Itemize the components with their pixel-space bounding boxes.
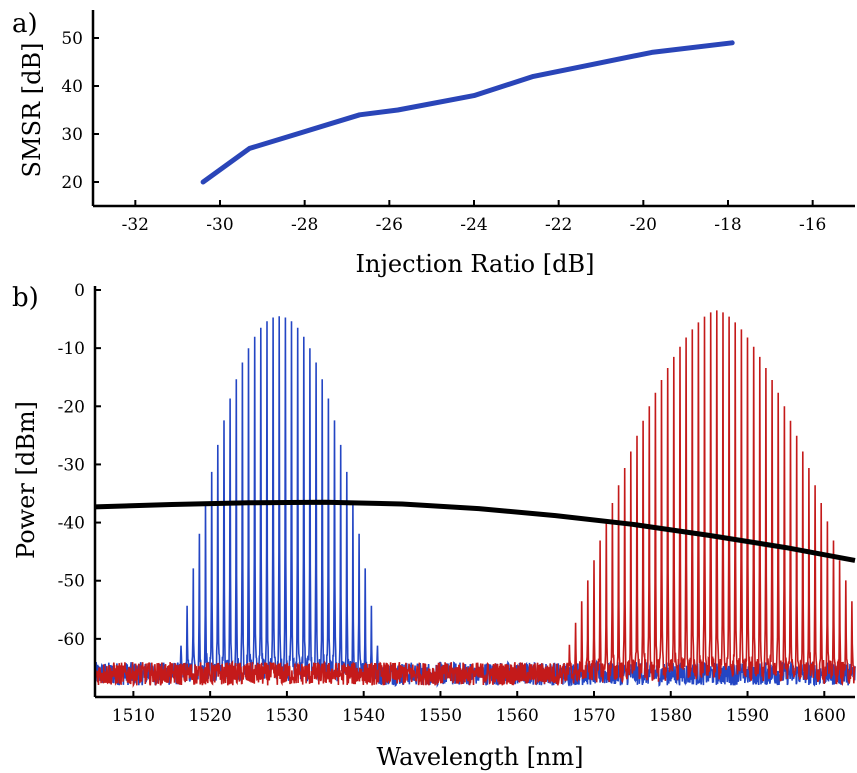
spectrum-x-tick-label: 1520 bbox=[189, 706, 232, 726]
smsr-plot-area bbox=[200, 40, 735, 185]
spectrum-y-tick-label: -10 bbox=[58, 339, 85, 359]
smsr-x-tick-label: -30 bbox=[206, 215, 233, 235]
smsr-y-tick-label: 40 bbox=[61, 77, 83, 97]
smsr-x-tick-label: -22 bbox=[545, 215, 572, 235]
spectrum-x-tick-label: 1600 bbox=[803, 706, 846, 726]
spectrum-y-tick-label: -20 bbox=[58, 397, 85, 417]
smsr-y-tick-label: 20 bbox=[61, 173, 83, 193]
smsr-x-tick-label: -18 bbox=[714, 215, 741, 235]
smsr-y-tick-label: 30 bbox=[61, 125, 83, 145]
spectrum-y-tick-label: -40 bbox=[58, 514, 85, 534]
red-comb-spectrum bbox=[94, 310, 856, 688]
smsr-x-tick-label: -32 bbox=[122, 215, 149, 235]
panel-b-label: b) bbox=[12, 283, 39, 313]
spectrum-y-tick-label: 0 bbox=[74, 281, 85, 301]
panel-a-label: a) bbox=[12, 9, 38, 39]
spectrum-x-tick-label: 1570 bbox=[572, 706, 615, 726]
chart-spectrum: 1510 1520 1530 1540 1550 1560 1570 1580 1590 1600… bbox=[12, 281, 856, 771]
spectrum-x-axis-title: Wavelength [nm] bbox=[376, 743, 583, 771]
smsr-axes: -32 -30 -28 -26 -24 -22 -20 -18 -16 20 30 40 50 bbox=[61, 10, 855, 235]
spectrum-y-axis-title: Power [dBm] bbox=[12, 401, 40, 559]
chart-smsr: -32 -30 -28 -26 -24 -22 -20 -18 -16 20 30 40 50 Inje… bbox=[18, 10, 855, 278]
spectrum-x-tick-label: 1510 bbox=[112, 706, 155, 726]
smsr-x-tick-label: -28 bbox=[291, 215, 318, 235]
spectrum-x-tick-label: 1580 bbox=[649, 706, 692, 726]
smsr-x-axis-title: Injection Ratio [dB] bbox=[356, 250, 595, 278]
smsr-series-line bbox=[200, 40, 735, 185]
smsr-x-tick-label: -16 bbox=[799, 215, 826, 235]
spectrum-x-tick-label: 1550 bbox=[419, 706, 462, 726]
spectrum-x-tick-label: 1590 bbox=[726, 706, 769, 726]
smsr-x-tick-label: -26 bbox=[376, 215, 403, 235]
smsr-x-tick-label: -24 bbox=[460, 215, 487, 235]
smsr-y-axis-title: SMSR [dB] bbox=[18, 43, 46, 178]
spectrum-axes: 1510 1520 1530 1540 1550 1560 1570 1580 1590 1600… bbox=[58, 281, 855, 726]
spectrum-x-tick-label: 1530 bbox=[265, 706, 308, 726]
black-envelope-curve bbox=[94, 499, 856, 563]
spectrum-y-tick-label: -60 bbox=[58, 630, 85, 650]
smsr-x-tick-label: -20 bbox=[630, 215, 657, 235]
spectrum-x-tick-label: 1540 bbox=[342, 706, 385, 726]
spectrum-y-tick-label: -50 bbox=[58, 572, 85, 592]
spectrum-x-tick-label: 1560 bbox=[496, 706, 539, 726]
smsr-y-tick-label: 50 bbox=[61, 29, 83, 49]
spectrum-y-tick-label: -30 bbox=[58, 455, 85, 475]
spectrum-plot-area bbox=[94, 310, 856, 688]
